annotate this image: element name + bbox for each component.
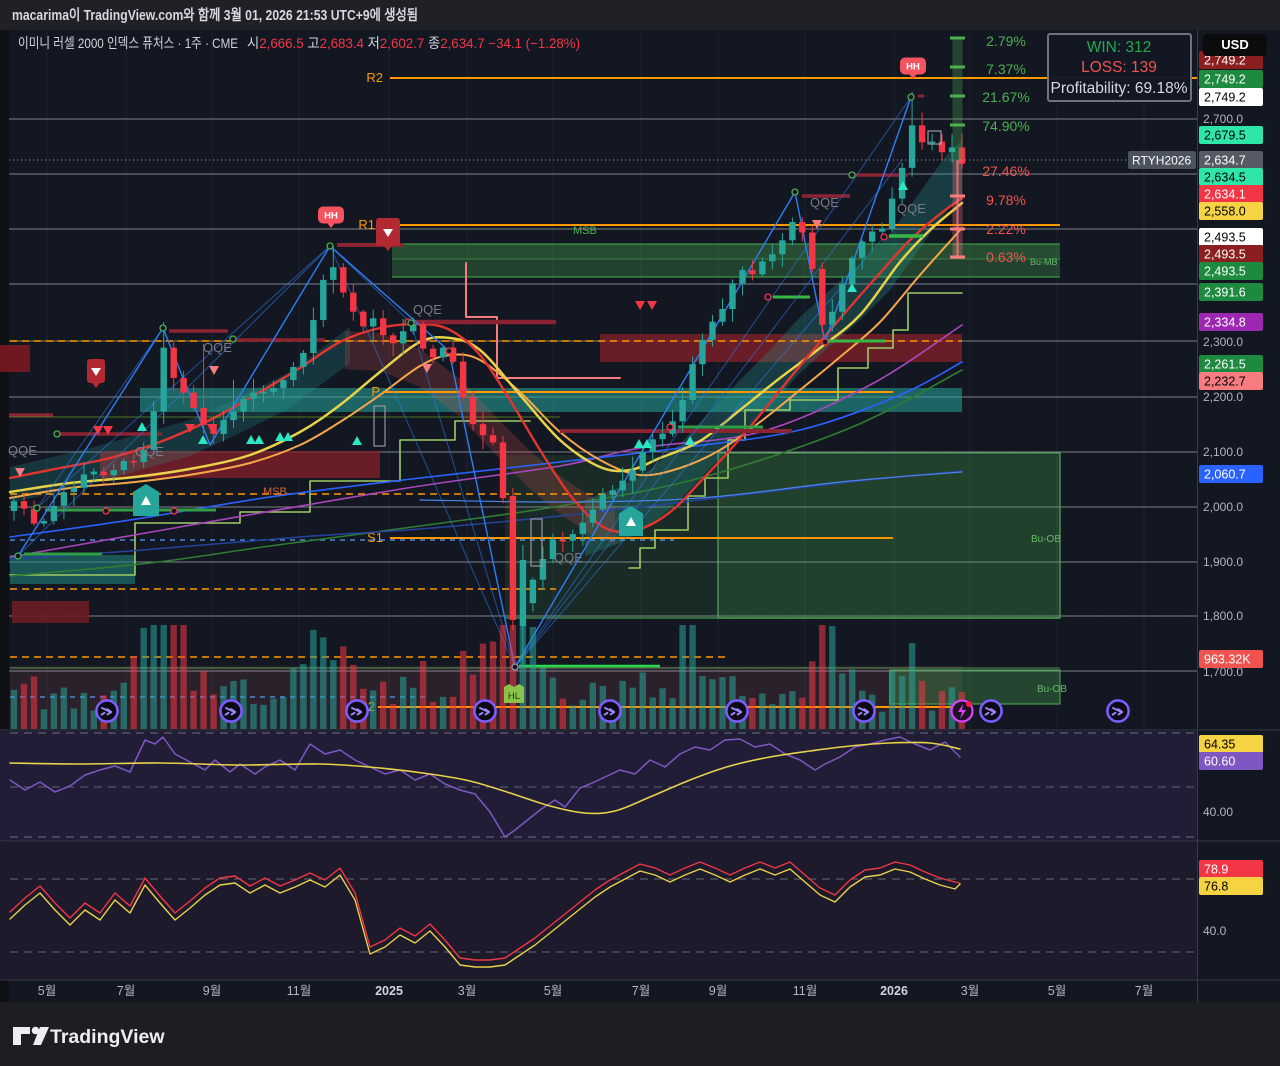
svg-text:QQE: QQE [135,444,164,459]
svg-text:HL: HL [508,691,520,702]
svg-text:2,300.0: 2,300.0 [1203,335,1243,349]
svg-text:7.37%: 7.37% [986,61,1026,77]
svg-text:TradingView: TradingView [50,1026,165,1048]
svg-text:2,558.0: 2,558.0 [1204,205,1246,219]
svg-text:27.46%: 27.46% [982,163,1029,179]
svg-text:2,493.5: 2,493.5 [1204,248,1246,262]
svg-text:9월: 9월 [203,984,221,998]
svg-text:2,261.5: 2,261.5 [1204,358,1246,372]
svg-text:MSB: MSB [263,486,287,498]
svg-text:2026: 2026 [880,984,908,998]
svg-text:2,391.6: 2,391.6 [1204,286,1246,300]
svg-text:5월: 5월 [1048,984,1066,998]
svg-text:1,900.0: 1,900.0 [1203,555,1243,569]
svg-text:WIN: 312: WIN: 312 [1087,39,1152,56]
svg-text:2,100.0: 2,100.0 [1203,445,1243,459]
svg-text:2,493.5: 2,493.5 [1204,231,1246,245]
svg-text:11월: 11월 [793,984,817,998]
svg-text:P: P [371,384,380,399]
svg-text:Bu-OB: Bu-OB [1037,684,1067,695]
svg-text:2,749.2: 2,749.2 [1204,73,1246,87]
svg-text:R1: R1 [358,217,375,232]
svg-text:2,334.8: 2,334.8 [1204,316,1246,330]
svg-text:40.0: 40.0 [1203,924,1227,938]
svg-text:60.60: 60.60 [1204,755,1235,769]
svg-text:7월: 7월 [117,984,135,998]
svg-text:QQE: QQE [897,201,926,216]
svg-text:2,232.7: 2,232.7 [1204,375,1246,389]
svg-text:64.35: 64.35 [1204,738,1235,752]
svg-text:3월: 3월 [458,984,476,998]
svg-text:2,634.7: 2,634.7 [1204,154,1246,168]
svg-text:R2: R2 [366,70,383,85]
svg-text:11월: 11월 [287,984,311,998]
svg-text:Bu-OB: Bu-OB [1031,534,1061,545]
svg-text:QQE: QQE [8,443,37,458]
svg-text:MSB: MSB [573,225,597,237]
svg-text:76.8: 76.8 [1204,880,1228,894]
svg-text:LOSS: 139: LOSS: 139 [1081,59,1157,76]
svg-text:QQE: QQE [203,340,232,355]
svg-text:2,634.1: 2,634.1 [1204,188,1246,202]
svg-text:QQE: QQE [810,195,839,210]
svg-text:USD: USD [1221,37,1248,52]
svg-text:시2,666.5 고2,683.4 저2,602.7 종2,: 시2,666.5 고2,683.4 저2,602.7 종2,634.7 −34.… [247,35,580,51]
svg-text:2,060.7: 2,060.7 [1204,468,1246,482]
svg-text:9.78%: 9.78% [986,192,1026,208]
svg-text:S1: S1 [367,530,383,545]
svg-text:5월: 5월 [544,984,562,998]
svg-text:macarima이 TradingView.com와 함께: macarima이 TradingView.com와 함께 3월 01, 202… [12,6,418,24]
svg-text:2.79%: 2.79% [986,33,1026,49]
svg-text:5월: 5월 [38,984,56,998]
svg-text:2,749.2: 2,749.2 [1204,91,1246,105]
svg-text:74.90%: 74.90% [982,118,1029,134]
svg-text:21.67%: 21.67% [982,89,1029,105]
svg-text:QQE: QQE [413,302,442,317]
svg-text:HH: HH [906,62,920,73]
svg-text:Profitability: 69.18%: Profitability: 69.18% [1051,80,1188,97]
svg-text:1,800.0: 1,800.0 [1203,609,1243,623]
svg-text:2,700.0: 2,700.0 [1203,112,1243,126]
svg-text:2,200.0: 2,200.0 [1203,390,1243,404]
svg-text:HH: HH [324,211,338,222]
svg-text:QQE: QQE [554,550,583,565]
svg-text:40.00: 40.00 [1203,805,1233,819]
svg-text:2,000.0: 2,000.0 [1203,500,1243,514]
svg-text:78.9: 78.9 [1204,863,1228,877]
svg-text:0.63%: 0.63% [986,249,1026,265]
svg-text:Bu-MB: Bu-MB [1030,257,1058,267]
svg-text:이미니 러셀 2000 인덱스 퓨처스 · 1주 · CME: 이미니 러셀 2000 인덱스 퓨처스 · 1주 · CME [18,35,238,51]
svg-text:2025: 2025 [375,984,403,998]
svg-text:RTYH2026: RTYH2026 [1132,154,1191,168]
svg-text:963.32K: 963.32K [1204,653,1251,667]
svg-text:2,493.5: 2,493.5 [1204,265,1246,279]
svg-text:7월: 7월 [1135,984,1153,998]
svg-text:7월: 7월 [632,984,650,998]
svg-text:9월: 9월 [709,984,727,998]
svg-text:2,679.5: 2,679.5 [1204,129,1246,143]
svg-text:1,700.0: 1,700.0 [1203,665,1243,679]
svg-text:2.22%: 2.22% [986,221,1026,237]
svg-text:3월: 3월 [961,984,979,998]
svg-text:2,749.2: 2,749.2 [1204,54,1246,68]
svg-text:2,634.5: 2,634.5 [1204,171,1246,185]
